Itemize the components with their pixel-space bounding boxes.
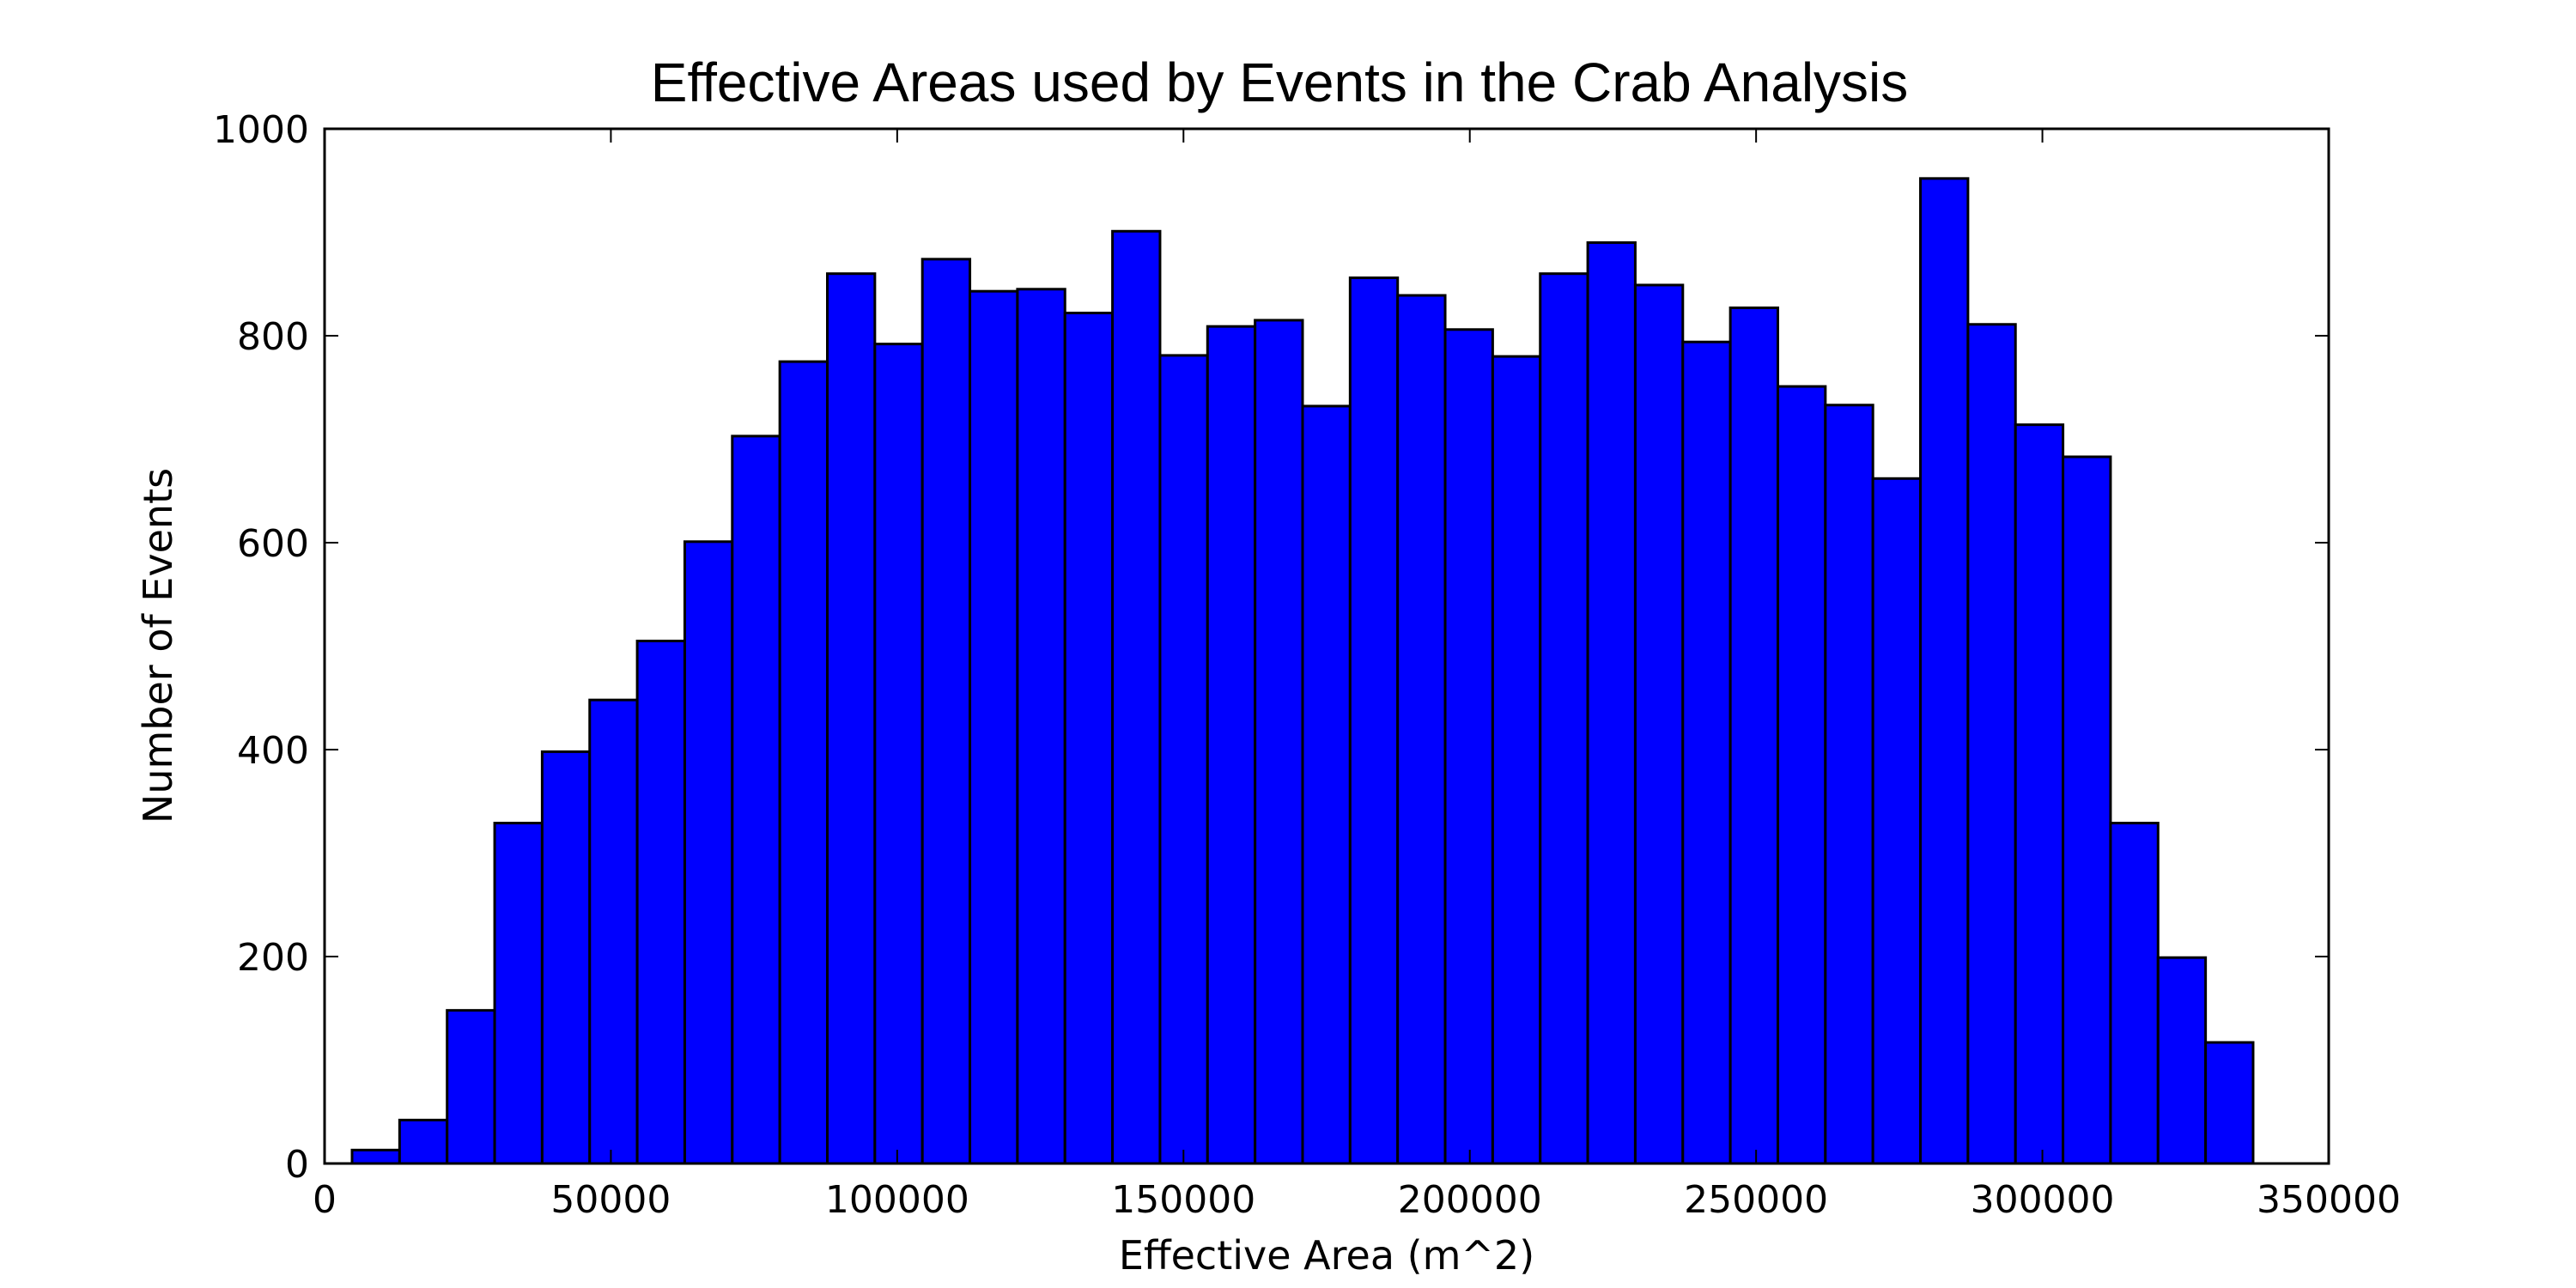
histogram-bar: [446, 1009, 496, 1165]
histogram-bar: [1776, 385, 1827, 1165]
histogram-bar: [1824, 404, 1874, 1165]
histogram-bar: [920, 258, 972, 1165]
y-tick-label: 200: [237, 936, 309, 980]
histogram-bar: [493, 822, 544, 1165]
histogram-bar: [1254, 319, 1304, 1165]
histogram-bar: [1728, 306, 1779, 1165]
x-tick-label: 250000: [1684, 1178, 1828, 1222]
histogram-bar: [1016, 288, 1066, 1165]
histogram-bar: [1539, 272, 1589, 1165]
histogram-bar: [1443, 328, 1494, 1165]
histogram-bar: [1586, 241, 1637, 1165]
x-tick-label: 300000: [1971, 1178, 2115, 1222]
histogram-bar: [1111, 229, 1162, 1165]
x-tick-label: 150000: [1111, 1178, 1255, 1222]
histogram-bar: [2204, 1041, 2255, 1165]
histogram-bar: [398, 1118, 449, 1165]
histogram-bar: [683, 540, 734, 1165]
y-axis-label: Number of Events: [135, 468, 181, 823]
chart-title: Effective Areas used by Events in the Cr…: [651, 52, 1909, 113]
histogram-bar: [1063, 311, 1115, 1165]
histogram-bar: [778, 360, 829, 1165]
histogram-bar: [588, 698, 639, 1165]
histogram-bar: [1966, 323, 2017, 1165]
x-tick-label: 0: [313, 1178, 337, 1222]
histogram-bar: [1681, 340, 1732, 1165]
histogram-bar: [1919, 177, 1970, 1165]
histogram-bar: [1348, 276, 1400, 1165]
histogram-bar: [1301, 404, 1352, 1165]
histogram-bar: [1633, 283, 1685, 1165]
x-tick-label: 350000: [2257, 1178, 2401, 1222]
histogram-bar: [731, 434, 781, 1165]
y-tick-label: 0: [285, 1143, 309, 1187]
ticks-group: 0 50000 100000 150000 200000 250000 300000 3500…: [213, 108, 2401, 1222]
histogram-bar: [1158, 354, 1209, 1165]
histogram-bar: [826, 272, 877, 1165]
y-tick-label: 1000: [213, 108, 309, 152]
histogram-bar: [969, 289, 1019, 1165]
histogram-bar: [1396, 294, 1447, 1165]
histogram-bar: [2109, 822, 2160, 1165]
histogram-bar: [1206, 325, 1257, 1165]
y-tick-label: 600: [237, 522, 309, 566]
x-tick-label: 100000: [825, 1178, 969, 1222]
histogram-bar: [2156, 956, 2208, 1165]
histogram-bar: [540, 750, 592, 1165]
y-tick-label: 400: [237, 729, 309, 773]
x-axis-label: Effective Area (m^2): [1119, 1232, 1534, 1279]
histogram-bar: [635, 639, 686, 1165]
bars-group: [350, 177, 2255, 1165]
y-tick-label: 800: [237, 315, 309, 359]
histogram-bar: [1871, 477, 1923, 1165]
plot-frame: [323, 127, 2330, 1165]
histogram-bar: [2014, 423, 2065, 1165]
histogram-bar: [1491, 355, 1542, 1165]
histogram-bar: [2062, 455, 2112, 1165]
x-tick-label: 200000: [1398, 1178, 1542, 1222]
histogram-bar: [350, 1148, 401, 1165]
x-tick-label: 50000: [550, 1178, 671, 1222]
histogram-bar: [873, 343, 924, 1165]
